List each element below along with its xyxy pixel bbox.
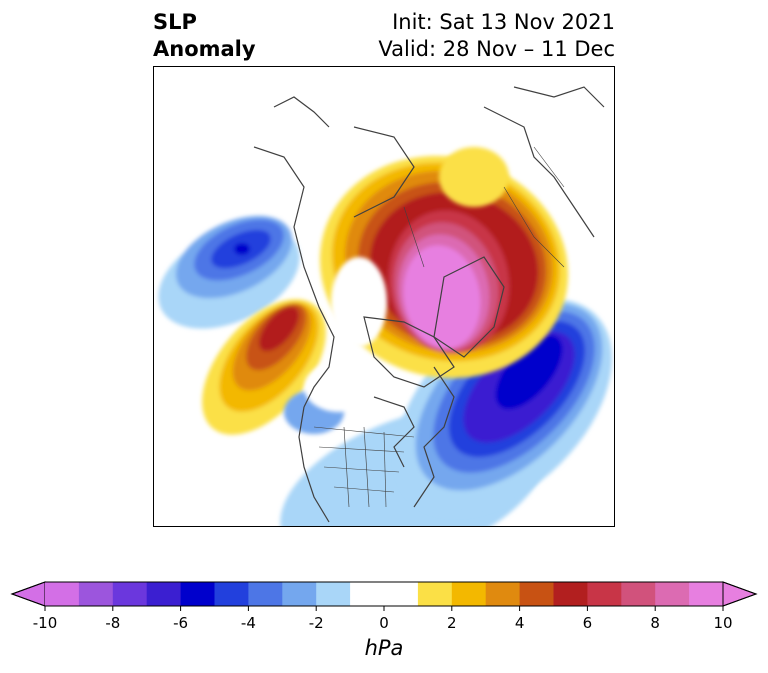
negative-anomaly-pacific (158, 215, 300, 329)
valid-range: Valid: 28 Nov – 11 Dec (378, 37, 615, 61)
positive-anomaly-pacific (202, 299, 326, 435)
colorbar-bin (519, 582, 554, 606)
colorbar-bin (621, 582, 656, 606)
map-canvas (158, 86, 612, 526)
colorbar-bin (587, 582, 622, 606)
colorbar-tick-label: 4 (514, 614, 525, 632)
colorbar-tick-label: 0 (379, 614, 389, 632)
map-title-left: SLP Anomaly (153, 9, 256, 63)
colorbar-bin (214, 582, 249, 606)
colorbar (10, 581, 758, 611)
colorbar-unit-label: hPa (364, 636, 404, 660)
colorbar-bin (553, 582, 588, 606)
colorbar-tick-label: -2 (308, 614, 324, 632)
country-borders (313, 146, 565, 508)
negative-anomaly-atlantic (396, 299, 612, 515)
colorbar-bin (248, 582, 283, 606)
variable-title: SLP (153, 10, 197, 34)
colorbar-bin (282, 582, 317, 606)
colorbar-bin (146, 582, 182, 606)
colorbar-bin (112, 582, 148, 606)
colorbar-tick-label: -10 (32, 614, 58, 632)
colorbar-bin (45, 582, 80, 606)
colorbar-extend-max (722, 581, 758, 607)
colorbar-bin (180, 582, 215, 606)
colorbar-tick-label: 6 (582, 614, 593, 632)
kind-title: Anomaly (153, 37, 256, 61)
colorbar-bin (417, 582, 453, 606)
map-title-right: Init: Sat 13 Nov 2021 Valid: 28 Nov – 11… (378, 9, 615, 63)
colorbar-bin (316, 582, 351, 606)
colorbar-bin (350, 582, 385, 606)
colorbar-tick-label: 8 (650, 614, 660, 632)
colorbar-bin (485, 582, 521, 606)
colorbar-tick-label: 10 (713, 614, 733, 632)
colorbar-bin (655, 582, 690, 606)
colorbar-extend-min (10, 581, 46, 607)
colorbar-bin (451, 582, 487, 606)
colorbar-bin (384, 582, 419, 606)
colorbar-tick-label: -6 (173, 614, 189, 632)
colorbar-tick-label: 2 (447, 614, 457, 632)
near-zero-region (304, 147, 509, 412)
colorbar-bin (78, 582, 114, 606)
colorbar-bin (689, 582, 724, 606)
coastlines (253, 86, 605, 523)
slp-anomaly-map (153, 66, 615, 527)
colorbar-tick-label: -8 (105, 614, 121, 632)
colorbar-tick-label: -4 (240, 614, 256, 632)
init-date: Init: Sat 13 Nov 2021 (392, 10, 615, 34)
